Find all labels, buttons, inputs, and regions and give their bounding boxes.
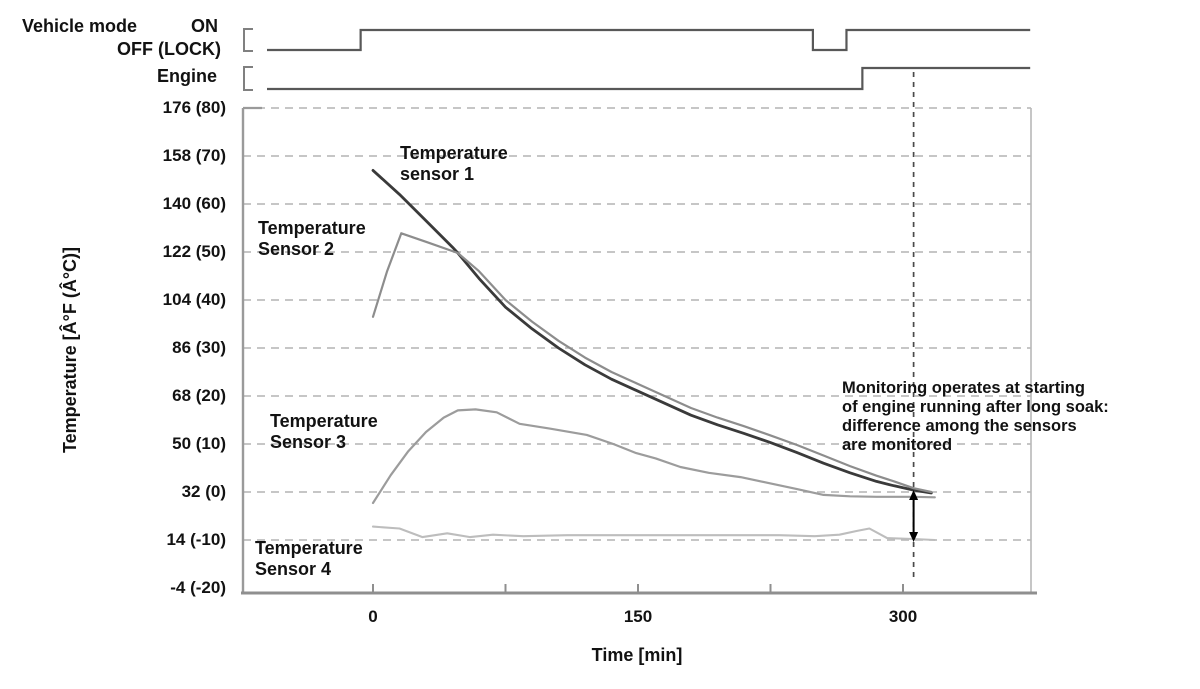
temperature-sensor-1-label: Temperature sensor 1 <box>400 143 508 184</box>
y-tick-label: 140 (60) <box>162 194 226 213</box>
y-tick-label: 14 (-10) <box>166 530 226 549</box>
arrow-down-head-icon <box>909 532 919 542</box>
y-axis-title: Temperature [Â°F (Â°C)] <box>60 246 80 454</box>
temperature-sensor-2-label: Temperature Sensor 2 <box>258 218 366 259</box>
y-tick-label: 86 (30) <box>172 338 226 357</box>
engine-waveform <box>267 66 1031 91</box>
arrow-up-head-icon <box>909 490 919 500</box>
vehicle-mode-off-lock-label: OFF (LOCK) <box>117 39 221 59</box>
temperature-sensor-2-curve <box>371 232 933 494</box>
y-tick-label: 32 (0) <box>181 482 226 501</box>
vehicle-mode-waveform <box>267 28 1031 52</box>
y-tick-label: 122 (50) <box>162 242 226 261</box>
x-axis-title: Time [min] <box>591 645 683 665</box>
y-tick-label: 68 (20) <box>172 386 226 405</box>
temperature-sensor-3-curve <box>371 408 936 505</box>
y-tick-label: 176 (80) <box>162 98 226 117</box>
y-tick-label: 158 (70) <box>162 146 226 165</box>
engine-label: Engine <box>156 66 217 86</box>
temperature-sensor-3-label: Temperature Sensor 3 <box>270 411 378 452</box>
vehicle-mode-bracket-icon <box>243 28 253 52</box>
vehicle-mode-label: Vehicle mode <box>22 16 138 36</box>
vehicle-mode-on-label: ON <box>191 16 218 36</box>
monitoring-annotation: Monitoring operates at starting of engin… <box>842 379 1109 454</box>
y-tick-label: 104 (40) <box>162 290 226 309</box>
temperature-sensor-4-label: Temperature Sensor 4 <box>255 538 363 579</box>
x-tick-label: 0 <box>368 607 378 626</box>
engine-bracket-icon <box>243 66 253 91</box>
temperature-sensor-4-curve <box>371 525 936 542</box>
x-tick-label: 300 <box>888 607 918 626</box>
y-tick-label: -4 (-20) <box>170 578 226 597</box>
y-tick-label: 50 (10) <box>172 434 226 453</box>
x-tick-label: 150 <box>623 607 653 626</box>
